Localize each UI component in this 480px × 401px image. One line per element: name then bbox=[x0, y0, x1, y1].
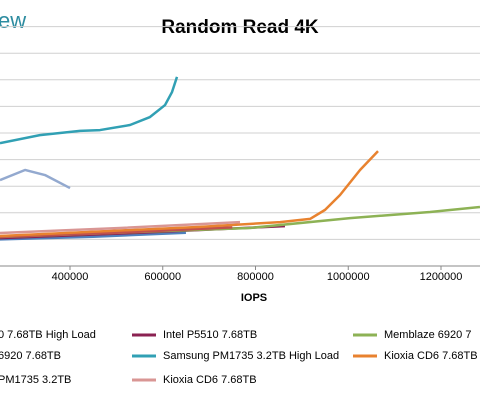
watermark: ew bbox=[0, 8, 26, 33]
legend-label: Samsung PM1735 3.2TB High Load bbox=[163, 350, 339, 362]
series-line bbox=[0, 231, 186, 241]
legend-label: PM1735 3.2TB bbox=[0, 374, 71, 386]
legend-label: Kioxia CD6 7.68TB bbox=[384, 350, 478, 362]
series-line bbox=[0, 150, 379, 238]
legend-label: 6920 7.68TB bbox=[0, 350, 61, 362]
legend-label: Kioxia CD6 7.68TB bbox=[163, 374, 257, 386]
legend-label: Intel P5510 7.68TB bbox=[163, 329, 257, 341]
legend-label: Memblaze 6920 7 bbox=[384, 329, 471, 341]
legend-label: 0 7.68TB High Load bbox=[0, 329, 96, 341]
series-line bbox=[0, 168, 71, 190]
x-axis-label: IOPS bbox=[241, 292, 267, 304]
x-tick-label: 800000 bbox=[237, 271, 274, 283]
x-tick-label: 1200000 bbox=[420, 271, 463, 283]
series-line bbox=[0, 76, 179, 145]
chart-title: Random Read 4K bbox=[161, 17, 319, 38]
series-line bbox=[0, 220, 241, 235]
x-tick-label: 1000000 bbox=[327, 271, 370, 283]
x-tick-label: 400000 bbox=[52, 271, 89, 283]
x-tick-label: 600000 bbox=[144, 271, 181, 283]
